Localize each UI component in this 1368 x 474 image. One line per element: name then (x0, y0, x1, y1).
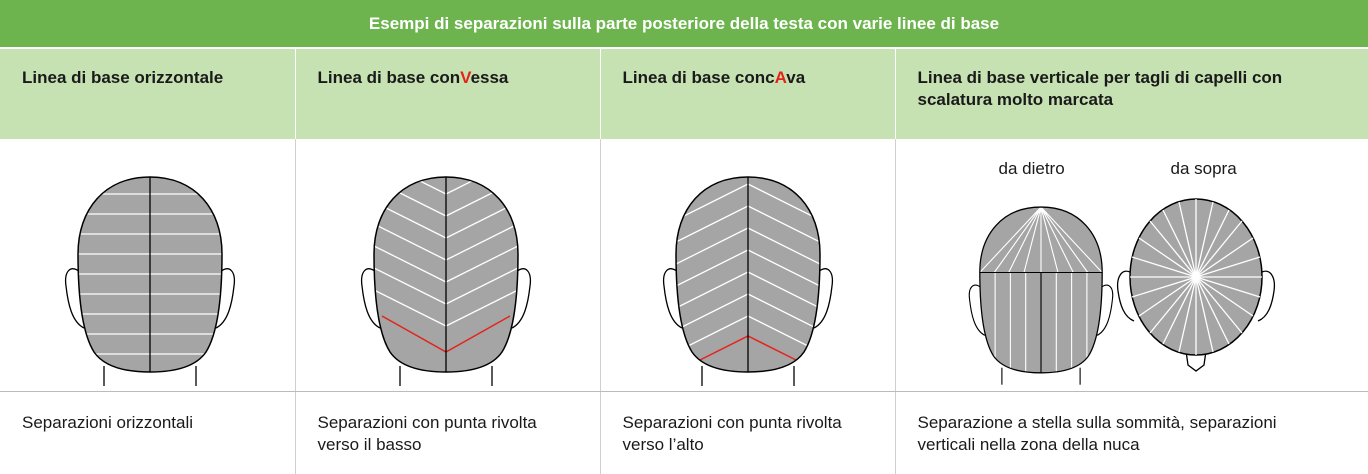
column-header: Linea di base orizzontale (0, 48, 295, 139)
header-text: V (460, 68, 471, 87)
caption: Separazioni orizzontali (22, 413, 194, 432)
column-header: Linea di base verticale per tagli di cap… (894, 48, 1368, 139)
header-text: Linea di base con (317, 68, 461, 87)
view-label: da sopra (1170, 159, 1237, 178)
column-header: Linea di base conVessa (294, 48, 600, 139)
image-cell: da dietro da sopra (894, 139, 1368, 392)
head-horizontal (64, 176, 236, 387)
header-text: Linea di base conc (622, 68, 775, 87)
header-text: essa (470, 68, 509, 87)
table-title: Esempi di separazioni sulla parte poster… (0, 0, 1368, 49)
header-text: Linea di base verticale per tagli di cap… (917, 68, 1283, 109)
header-text: Linea di base orizzontale (22, 68, 224, 87)
caption: Separazione a stella sulla sommità, sepa… (894, 391, 1368, 474)
image-cell (294, 139, 600, 392)
header-text: A (774, 68, 787, 87)
header-text: va (786, 68, 806, 87)
image-cell (0, 139, 295, 392)
caption: Separazioni con punta rivolta verso il b… (294, 391, 600, 474)
image-cell (599, 139, 895, 392)
caption: Separazioni con punta rivolta verso l’al… (599, 391, 895, 474)
head-vertical (968, 198, 1275, 386)
column-header: Linea di base concAva (599, 48, 895, 139)
head-concave (662, 176, 833, 387)
view-label: da dietro (998, 159, 1065, 178)
head-convex (360, 176, 531, 387)
